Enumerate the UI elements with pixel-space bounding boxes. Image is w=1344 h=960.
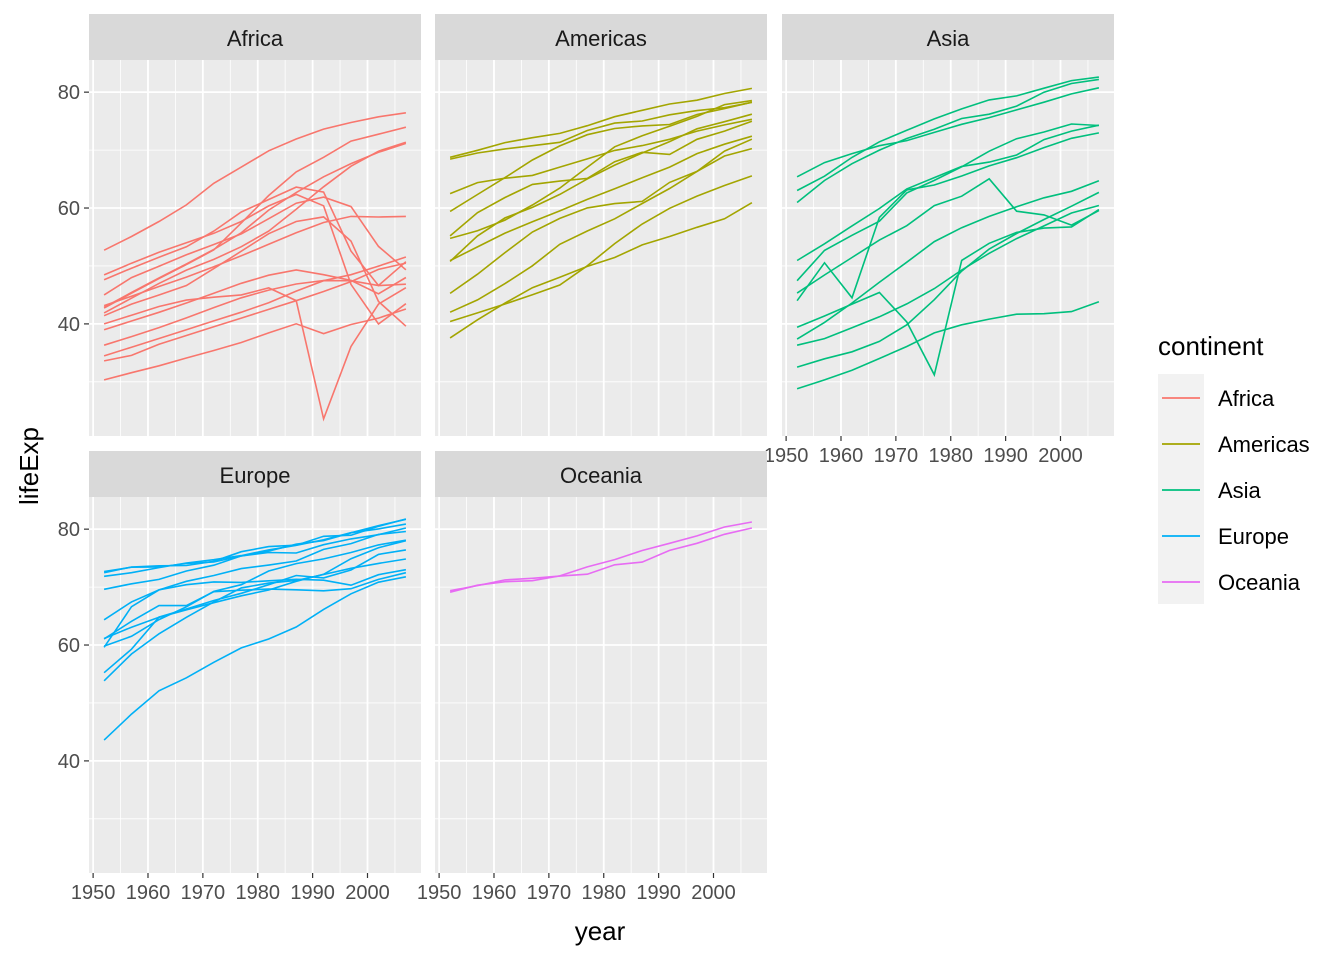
- series-line: [103, 539, 407, 640]
- series-line: [103, 196, 407, 296]
- x-tick-label: 1980: [235, 882, 280, 904]
- series-line: [796, 300, 1100, 390]
- y-axis-title: lifeExp: [14, 427, 44, 505]
- series-line: [103, 518, 407, 574]
- x-tick-label: 1960: [472, 882, 517, 904]
- facet-strip-label: Asia: [927, 26, 971, 51]
- series-line: [449, 135, 753, 262]
- series-line: [103, 215, 406, 307]
- x-tick-label: 1950: [71, 882, 116, 904]
- y-tick-label: 40: [58, 314, 80, 336]
- series-line: [103, 269, 407, 331]
- x-tick-label: 1990: [983, 445, 1028, 467]
- y-tick-label: 80: [58, 82, 80, 104]
- panel-background: [89, 60, 421, 436]
- series-line: [449, 175, 753, 323]
- series-line: [103, 279, 406, 346]
- series-line: [103, 571, 407, 640]
- facet-strip: [782, 14, 1114, 60]
- panel-background: [435, 497, 767, 873]
- x-tick-label: 1990: [636, 882, 681, 904]
- panel-background: [435, 60, 767, 436]
- x-tick-label: 1950: [764, 445, 809, 467]
- x-axis-title: year: [575, 916, 626, 946]
- series-line: [449, 101, 753, 213]
- facet-strip: [435, 14, 767, 60]
- facet-strip: [89, 451, 421, 497]
- facet-africa: Africa 40 60 80: [58, 14, 421, 436]
- series-line: [449, 87, 753, 159]
- y-tick-label: 60: [58, 198, 80, 220]
- series-line: [103, 287, 407, 422]
- legend-key-background: [1158, 374, 1204, 604]
- y-tick-label: 80: [58, 519, 80, 541]
- legend-label-europe: Europe: [1218, 524, 1289, 549]
- legend-label-africa: Africa: [1218, 386, 1275, 411]
- series-line: [103, 141, 407, 314]
- x-tick-label: 1970: [527, 882, 572, 904]
- series-line: [449, 521, 753, 593]
- series-line: [103, 530, 406, 621]
- x-tick-label: 1950: [417, 882, 462, 904]
- legend-label-americas: Americas: [1218, 432, 1310, 457]
- series-line: [103, 186, 407, 287]
- series-line: [796, 180, 1100, 340]
- series-line: [103, 558, 407, 682]
- x-tick-label: 1970: [874, 445, 919, 467]
- legend-label-asia: Asia: [1218, 478, 1262, 503]
- series-line: [103, 518, 407, 591]
- series-line: [103, 262, 407, 362]
- series-line: [103, 576, 407, 741]
- series-line: [449, 118, 753, 195]
- facet-oceania: Oceania 1950 1960 1970 1980 1990 2000: [417, 451, 767, 904]
- facet-strip: [89, 14, 421, 60]
- legend: continent Africa Americas Asia Europe Oceani…: [1158, 331, 1310, 604]
- facet-asia: Asia 1950 1960 1970 1980 1990 2000: [764, 14, 1114, 467]
- panel-background: [782, 60, 1114, 436]
- facet-strip-label: Africa: [227, 26, 284, 51]
- facet-strip-label: Americas: [555, 26, 647, 51]
- facet-americas: Americas: [435, 14, 767, 436]
- x-tick-label: 2000: [691, 882, 736, 904]
- x-tick-label: 1990: [290, 882, 335, 904]
- facet-strip-label: Oceania: [560, 463, 643, 488]
- legend-title: continent: [1158, 331, 1264, 361]
- series-line: [103, 112, 407, 251]
- series-line: [103, 308, 407, 381]
- series-line: [796, 87, 1100, 178]
- facet-strip-label: Europe: [220, 463, 291, 488]
- x-tick-label: 2000: [1038, 445, 1083, 467]
- series-line: [796, 132, 1100, 302]
- series-line: [103, 539, 407, 647]
- series-line: [449, 120, 753, 237]
- x-tick-label: 1960: [819, 445, 864, 467]
- series-line: [796, 123, 1099, 282]
- x-tick-label: 1970: [181, 882, 226, 904]
- panel-background: [89, 497, 421, 873]
- series-line: [449, 101, 753, 160]
- series-line: [449, 138, 753, 295]
- series-line: [103, 256, 407, 357]
- facet-europe: Europe 40 60 80 1950 1960 1970 1980 1990 2000: [58, 451, 421, 904]
- series-line: [449, 99, 753, 240]
- x-tick-label: 1960: [126, 882, 171, 904]
- y-tick-label: 60: [58, 635, 80, 657]
- series-line: [796, 191, 1100, 368]
- x-tick-label: 1980: [581, 882, 626, 904]
- y-tick-label: 40: [58, 751, 80, 773]
- series-line: [796, 204, 1100, 346]
- series-line: [796, 76, 1100, 192]
- facet-strip: [435, 451, 767, 497]
- series-line: [449, 113, 753, 262]
- series-line: [796, 78, 1100, 204]
- series-line: [103, 193, 407, 326]
- series-line: [103, 216, 407, 327]
- legend-label-oceania: Oceania: [1218, 570, 1301, 595]
- x-tick-label: 2000: [345, 882, 390, 904]
- series-line: [449, 527, 753, 592]
- series-line: [796, 124, 1100, 262]
- series-line: [103, 142, 407, 309]
- x-tick-label: 1980: [928, 445, 973, 467]
